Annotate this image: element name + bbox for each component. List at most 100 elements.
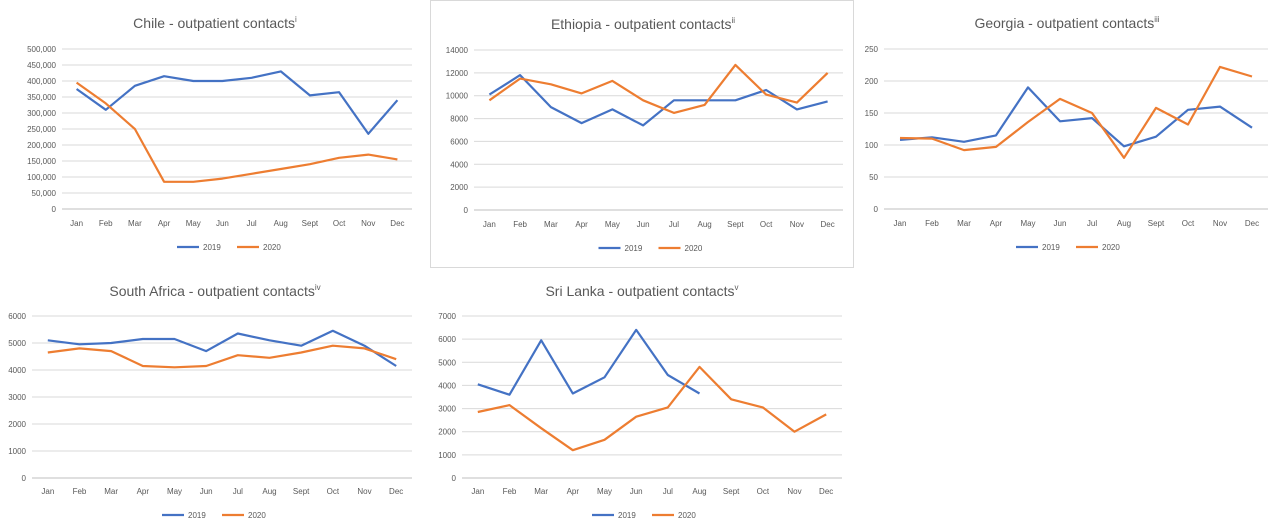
x-tick-label: Jan xyxy=(471,487,484,496)
x-tick-label: Nov xyxy=(1213,219,1227,228)
x-tick-label: Jul xyxy=(1087,219,1097,228)
x-tick-label: Jul xyxy=(233,487,243,496)
legend-label-2020: 2020 xyxy=(1102,243,1120,252)
y-tick-label: 3000 xyxy=(8,393,26,402)
series-line-2019 xyxy=(488,74,828,127)
chart-title: Chile - outpatient contactsi xyxy=(133,15,297,31)
y-tick-label: 2000 xyxy=(450,183,468,192)
y-tick-label: 12000 xyxy=(446,69,469,78)
x-tick-label: Nov xyxy=(361,219,375,228)
legend-label-2019: 2019 xyxy=(618,511,636,520)
series-line-2020 xyxy=(75,81,398,183)
legend-label-2019: 2019 xyxy=(1042,243,1060,252)
y-tick-label: 100 xyxy=(865,141,879,150)
chart-panel-ethiopia: Ethiopia - outpatient contactsii 0 2000 400… xyxy=(430,0,854,268)
legend-label-2020: 2020 xyxy=(248,511,266,520)
x-tick-label: Apr xyxy=(575,220,588,229)
x-tick-label: Oct xyxy=(760,220,773,229)
x-tick-label: Apr xyxy=(567,487,580,496)
x-tick-label: Mar xyxy=(104,487,118,496)
x-tick-label: Jul xyxy=(669,220,679,229)
x-tick-label: May xyxy=(597,487,612,496)
series-line-2019 xyxy=(75,70,399,135)
y-tick-label: 200 xyxy=(865,77,879,86)
y-tick-label: 300,000 xyxy=(27,109,56,118)
x-tick-label: Sept xyxy=(1148,219,1165,228)
legend-label-2019: 2019 xyxy=(188,511,206,520)
y-tick-label: 4000 xyxy=(438,381,456,390)
y-tick-label: 0 xyxy=(52,205,57,214)
y-tick-label: 250,000 xyxy=(27,125,56,134)
x-tick-label: Jun xyxy=(216,219,229,228)
y-tick-label: 1000 xyxy=(8,447,26,456)
y-tick-label: 2000 xyxy=(438,428,456,437)
x-tick-label: Nov xyxy=(787,487,801,496)
x-tick-label: Jan xyxy=(41,487,54,496)
x-tick-label: Dec xyxy=(390,219,404,228)
x-tick-label: Mar xyxy=(534,487,548,496)
y-tick-label: 8000 xyxy=(450,115,468,124)
series-line-2020 xyxy=(899,65,1253,159)
x-tick-label: Sept xyxy=(302,219,319,228)
x-tick-label: Apr xyxy=(990,219,1003,228)
x-tick-label: Mar xyxy=(957,219,971,228)
legend-label-2019: 2019 xyxy=(625,244,643,253)
y-tick-label: 10000 xyxy=(446,92,469,101)
x-tick-label: Apr xyxy=(137,487,150,496)
chart-title: Georgia - outpatient contactsiii xyxy=(974,15,1159,31)
series-line-2020 xyxy=(477,365,827,452)
legend-label-2020: 2020 xyxy=(678,511,696,520)
x-tick-label: Mar xyxy=(544,220,558,229)
chart-title: South Africa - outpatient contactsiv xyxy=(109,283,320,299)
x-tick-label: Nov xyxy=(357,487,371,496)
x-tick-label: Dec xyxy=(821,220,835,229)
x-tick-label: Jan xyxy=(483,220,496,229)
chart-title: Sri Lanka - outpatient contactsv xyxy=(545,283,738,299)
y-tick-label: 50 xyxy=(869,173,878,182)
x-tick-label: Nov xyxy=(790,220,804,229)
y-tick-label: 6000 xyxy=(450,137,468,146)
y-tick-label: 150,000 xyxy=(27,157,56,166)
legend-label-2020: 2020 xyxy=(263,243,281,252)
y-tick-label: 0 xyxy=(874,205,879,214)
y-tick-label: 6000 xyxy=(438,335,456,344)
y-tick-label: 4000 xyxy=(450,160,468,169)
x-tick-label: Aug xyxy=(692,487,706,496)
chart-panel-georgia: Georgia - outpatient contactsiii 0 50 100 15… xyxy=(854,0,1280,268)
y-tick-label: 150 xyxy=(865,109,879,118)
georgia-chart: Georgia - outpatient contactsiii 0 50 100 15… xyxy=(865,15,1268,252)
y-tick-label: 450,000 xyxy=(27,61,56,70)
sri-lanka-chart: Sri Lanka - outpatient contactsv 0 1000 200… xyxy=(438,283,842,520)
x-tick-label: Feb xyxy=(73,487,87,496)
x-tick-label: Sept xyxy=(727,220,744,229)
x-tick-label: Oct xyxy=(333,219,346,228)
x-tick-label: Oct xyxy=(1182,219,1195,228)
x-tick-label: Sept xyxy=(723,487,740,496)
x-tick-label: Aug xyxy=(262,487,276,496)
x-tick-label: Jul xyxy=(246,219,256,228)
x-tick-label: May xyxy=(1020,219,1035,228)
y-tick-label: 250 xyxy=(865,45,879,54)
y-tick-label: 1000 xyxy=(438,451,456,460)
x-tick-label: Jun xyxy=(630,487,643,496)
south-africa-chart: South Africa - outpatient contactsiv 0 100… xyxy=(8,283,412,520)
x-tick-label: Aug xyxy=(274,219,288,228)
series-line-2019 xyxy=(477,328,701,396)
x-tick-label: May xyxy=(167,487,182,496)
chart-panel-chile: Chile - outpatient contactsi 0 50,000 100,0… xyxy=(0,0,430,268)
x-tick-label: Feb xyxy=(925,219,939,228)
x-tick-label: Apr xyxy=(158,219,171,228)
x-tick-label: Oct xyxy=(327,487,340,496)
y-tick-label: 0 xyxy=(452,474,457,483)
y-tick-label: 2000 xyxy=(8,420,26,429)
x-tick-label: Dec xyxy=(1245,219,1259,228)
y-tick-label: 5000 xyxy=(8,339,26,348)
legend-label-2020: 2020 xyxy=(685,244,703,253)
x-tick-label: Dec xyxy=(389,487,403,496)
y-tick-label: 200,000 xyxy=(27,141,56,150)
legend-label-2019: 2019 xyxy=(203,243,221,252)
y-tick-label: 3000 xyxy=(438,405,456,414)
y-tick-label: 350,000 xyxy=(27,93,56,102)
x-tick-label: May xyxy=(186,219,201,228)
x-tick-label: Jan xyxy=(70,219,83,228)
